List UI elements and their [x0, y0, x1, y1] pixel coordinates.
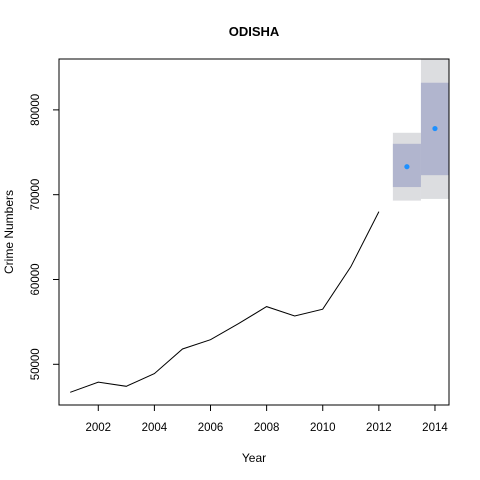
y-axis: 50000 60000 70000 80000 [30, 94, 59, 380]
forecast-point-2013 [404, 164, 409, 169]
forecast-point-2014 [432, 126, 437, 131]
x-tick-label-2002: 2002 [85, 422, 111, 434]
x-axis-label: Year [242, 451, 266, 465]
x-tick-label-2004: 2004 [142, 422, 168, 434]
x-tick-label-2010: 2010 [310, 422, 336, 434]
plot-frame [59, 59, 449, 405]
x-tick-label-2012: 2012 [366, 422, 392, 434]
forecast-bands [393, 59, 449, 201]
y-axis-label: Crime Numbers [2, 190, 16, 274]
chart-title: ODISHA [229, 24, 280, 39]
x-tick-label-2008: 2008 [254, 422, 280, 434]
x-tick-label-2006: 2006 [198, 422, 224, 434]
series-lines [70, 212, 379, 393]
y-tick-label-50000: 50000 [30, 348, 42, 380]
x-tick-label-2014: 2014 [422, 422, 448, 434]
y-tick-label-80000: 80000 [30, 94, 42, 126]
x-axis: 2002 2004 2006 2008 2010 2012 2014 [85, 405, 448, 434]
y-tick-label-60000: 60000 [30, 263, 42, 295]
crime-numbers-line [70, 212, 379, 393]
y-tick-label-70000: 70000 [30, 179, 42, 211]
